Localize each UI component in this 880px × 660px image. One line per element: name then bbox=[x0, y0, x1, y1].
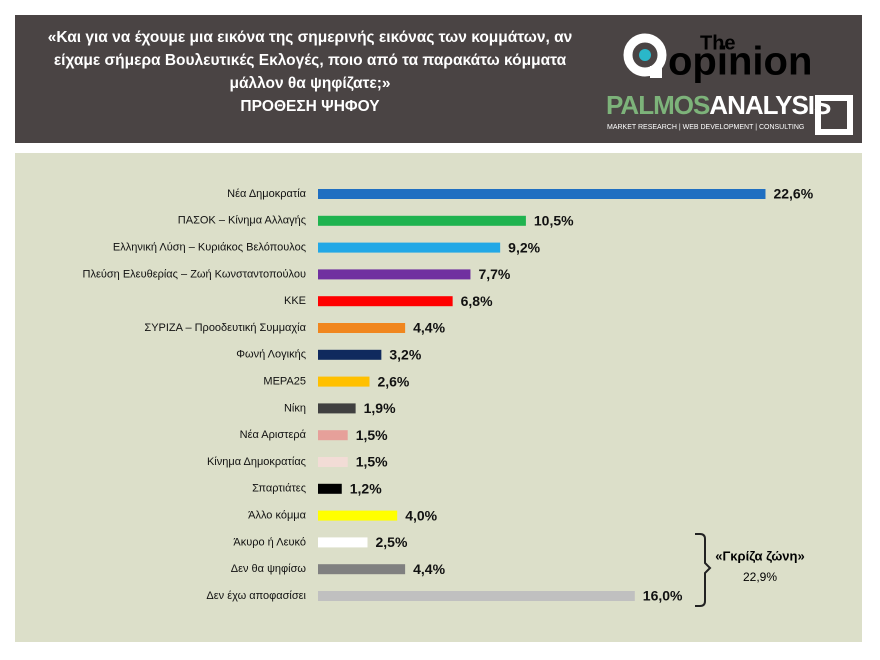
value-label: 9,2% bbox=[508, 239, 540, 255]
category-label: Νέα Αριστερά bbox=[240, 429, 307, 441]
logo-icon-tail bbox=[650, 66, 662, 78]
value-label: 2,6% bbox=[377, 373, 409, 389]
category-label: Φωνή Λογικής bbox=[236, 349, 306, 361]
header-box bbox=[15, 15, 862, 143]
bar bbox=[318, 537, 368, 548]
annotation-label: «Γκρίζα ζώνη» bbox=[715, 548, 804, 563]
bar bbox=[318, 189, 766, 199]
bar bbox=[318, 457, 348, 467]
bracket bbox=[695, 533, 712, 607]
bar bbox=[318, 591, 635, 601]
value-label: 4,4% bbox=[413, 320, 445, 336]
category-label: Κίνημα Δημοκρατίας bbox=[207, 456, 306, 468]
logo-icon bbox=[623, 33, 667, 77]
category-label: Δεν έχω αποφασίσει bbox=[206, 590, 306, 602]
brand-icon bbox=[815, 95, 853, 135]
annotation-value: 22,9% bbox=[743, 570, 777, 584]
value-label: 1,2% bbox=[350, 481, 382, 497]
subtitle: ΠΡΟΘΕΣΗ ΨΗΦΟΥ bbox=[240, 98, 380, 115]
category-label: ΣΥΡΙΖΑ – Προοδευτική Συμμαχία bbox=[144, 322, 306, 334]
value-label: 1,5% bbox=[356, 454, 388, 470]
category-label: ΜΕΡΑ25 bbox=[263, 376, 306, 388]
bar bbox=[318, 323, 406, 333]
value-label: 1,9% bbox=[364, 400, 396, 416]
brand-b: ANALYSIS bbox=[709, 90, 831, 120]
brand: PALMOSANALYSIS bbox=[606, 90, 831, 120]
bar bbox=[318, 349, 382, 360]
logo-icon-dot bbox=[639, 49, 651, 61]
value-label: 10,5% bbox=[534, 213, 574, 229]
bar bbox=[318, 483, 342, 494]
bar bbox=[318, 430, 348, 441]
category-label: ΚΚΕ bbox=[284, 295, 306, 307]
bar bbox=[318, 269, 471, 280]
category-label: Ελληνική Λύση – Κυριάκος Βελόπουλος bbox=[113, 242, 306, 254]
bar bbox=[318, 510, 398, 521]
brand-a: PALMOS bbox=[606, 90, 710, 120]
logo-the: The bbox=[700, 32, 736, 54]
value-label: 1,5% bbox=[356, 427, 388, 443]
category-label: Σπαρτιάτες bbox=[252, 483, 306, 495]
category-label: Δεν θα ψηφίσω bbox=[231, 563, 307, 575]
bar bbox=[318, 242, 501, 253]
value-label: 4,0% bbox=[405, 507, 437, 523]
category-label: Νίκη bbox=[284, 402, 306, 414]
value-label: 7,7% bbox=[478, 266, 510, 282]
category-label: Νέα Δημοκρατία bbox=[227, 188, 306, 200]
plot-area bbox=[15, 153, 862, 642]
value-label: 4,4% bbox=[413, 561, 445, 577]
value-label: 3,2% bbox=[389, 347, 421, 363]
category-label: Άκυρο ή Λευκό bbox=[233, 536, 306, 548]
bar bbox=[318, 564, 406, 575]
title-block: «Και για να έχουμε μια εικόνα της σημερι… bbox=[30, 26, 590, 118]
category-label: Πλεύση Ελευθερίας – Ζωή Κωνσταντοπούλου bbox=[83, 268, 307, 280]
title: «Και για να έχουμε μια εικόνα της σημερι… bbox=[47, 29, 573, 92]
bar bbox=[318, 376, 370, 387]
value-label: 22,6% bbox=[773, 186, 813, 202]
bar bbox=[318, 215, 526, 226]
bar bbox=[318, 403, 356, 414]
value-label: 6,8% bbox=[461, 293, 493, 309]
logo-opinion: opinion bbox=[668, 40, 812, 84]
value-label: 2,5% bbox=[376, 534, 408, 550]
tagline: MARKET RESEARCH | WEB DEVELOPMENT | CONS… bbox=[607, 124, 804, 131]
bar bbox=[318, 296, 453, 307]
category-label: Άλλο κόμμα bbox=[248, 510, 307, 522]
category-label: ΠΑΣΟΚ – Κίνημα Αλλαγής bbox=[178, 215, 306, 227]
value-label: 16,0% bbox=[643, 588, 683, 604]
